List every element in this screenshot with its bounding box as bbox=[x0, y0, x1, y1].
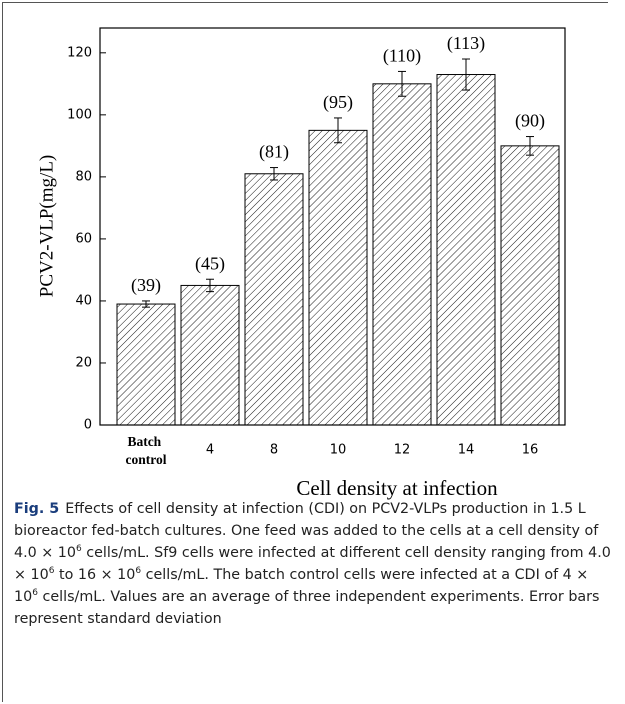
y-tick-label: 20 bbox=[75, 355, 92, 370]
caption-text: cells/mL. The batch control cells were i… bbox=[14, 567, 589, 605]
caption-text: cells/mL. Values are an average of three… bbox=[14, 589, 600, 627]
frame-border bbox=[2, 2, 3, 702]
x-tick-label: 14 bbox=[458, 443, 475, 458]
y-axis-label: PCV2-VLP(mg/L) bbox=[36, 155, 57, 298]
bar bbox=[116, 303, 176, 426]
bar bbox=[180, 284, 240, 426]
bar bbox=[372, 83, 432, 426]
y-tick-label: 40 bbox=[75, 293, 92, 308]
x-tick-label: 12 bbox=[394, 443, 411, 458]
y-tick-label: 0 bbox=[84, 418, 92, 433]
x-tick-label: Batch control bbox=[126, 434, 167, 467]
x-tick-label: 10 bbox=[330, 443, 347, 458]
caption-text: cells/mL. Sf9 cells were infected at dif… bbox=[14, 545, 611, 583]
value-label: (113) bbox=[447, 33, 485, 54]
caption-text: Effects of cell density at infection (CD… bbox=[14, 501, 599, 561]
bar bbox=[244, 173, 304, 426]
chart: PCV2-VLP(mg/L) Cell density at infection… bbox=[36, 27, 566, 500]
value-label: (110) bbox=[383, 46, 421, 67]
superscript: 6 bbox=[32, 588, 38, 599]
bar bbox=[436, 74, 496, 426]
value-label: (81) bbox=[259, 142, 289, 163]
value-label: (90) bbox=[515, 111, 545, 132]
caption: Fig. 5 Effects of cell density at infecti… bbox=[14, 498, 614, 630]
superscript: 6 bbox=[76, 544, 82, 555]
figure-label: Fig. 5 bbox=[14, 501, 60, 517]
y-tick-label: 120 bbox=[67, 45, 92, 60]
value-label: (95) bbox=[323, 92, 353, 113]
bar bbox=[308, 129, 368, 426]
caption-text: to 16 × 10 bbox=[54, 567, 136, 583]
superscript: 6 bbox=[48, 566, 55, 577]
y-tick-label: 100 bbox=[67, 107, 92, 122]
frame-border bbox=[2, 2, 608, 3]
x-axis-label: Cell density at infection bbox=[296, 476, 498, 500]
x-tick-label: 4 bbox=[206, 443, 214, 458]
superscript: 6 bbox=[135, 566, 142, 577]
value-label: (45) bbox=[195, 253, 225, 274]
y-tick-label: 80 bbox=[75, 169, 92, 184]
y-tick-label: 60 bbox=[75, 231, 92, 246]
x-tick-label: 16 bbox=[522, 443, 539, 458]
bar bbox=[500, 145, 560, 426]
x-tick-label: 8 bbox=[270, 443, 278, 458]
value-label: (39) bbox=[131, 275, 161, 296]
